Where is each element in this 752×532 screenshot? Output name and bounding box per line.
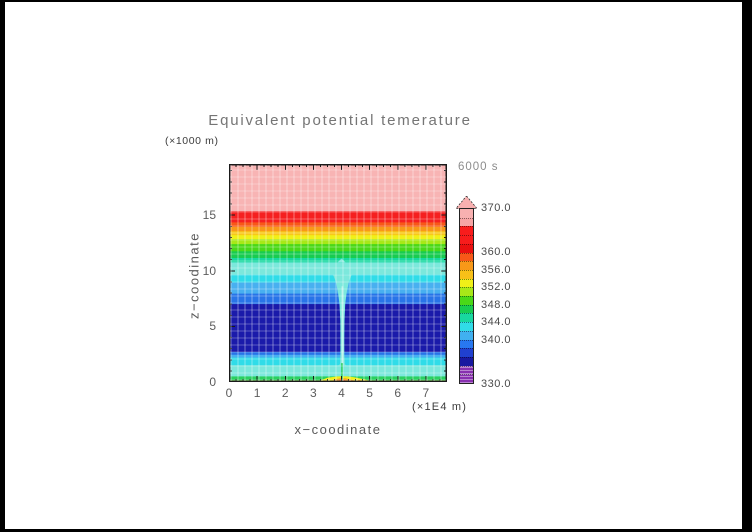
colorbar-tick-label: 370.0 [481,202,512,214]
colorbar-segment [460,296,473,305]
contour-band [229,164,447,212]
y-axis-unit-label: (×1000 m) [165,135,219,147]
colorbar-segment [460,217,473,227]
colorbar-segment [460,356,473,366]
x-tick-label: 5 [366,386,373,400]
frame-border-top [0,0,752,2]
contour-band [229,244,447,252]
frame-border-bottom [0,529,752,532]
x-axis-unit-label: (×1E4 m) [412,401,468,413]
colorbar-tick-label: 356.0 [481,263,512,276]
contour-band [229,357,447,366]
colorbar-segment [460,374,473,384]
colorbar-segment [460,339,473,349]
x-tick-label: 3 [310,386,317,400]
y-tick-label: 0 [209,375,216,389]
colorbar-tick-label: 340.0 [481,334,512,346]
contour-band [229,235,447,240]
contour-band [229,239,447,245]
colorbar-segment [460,322,473,331]
colorbar-segment [460,252,473,262]
frame-border-left [0,0,5,532]
downdraft-inner-contour [341,286,344,366]
y-tick-label: 10 [202,263,216,278]
plot-area [229,164,447,382]
contour-band [229,258,447,263]
contour-band [229,251,447,259]
contour-band [229,365,447,377]
colorbar-segment [460,243,473,253]
contour-band [229,226,447,232]
downdraft-top-bump [337,258,346,263]
contour-band [229,222,447,228]
contour-band [229,293,447,305]
colorbar-segment [460,269,473,279]
x-tick-label: 2 [281,386,289,400]
colorbar-segment [460,304,473,314]
x-tick-label: 7 [422,386,430,400]
y-tick-label: 15 [202,208,216,223]
x-axis-title: x−coodinate [294,422,382,437]
colorbar-segment [460,348,473,357]
colorbar-tick-label: 352.0 [481,281,512,294]
colorbar-overflow-arrow [456,196,477,209]
chart-title: Equivalent potential temerature [208,112,472,129]
colorbar-segment [460,261,473,270]
contour-plot [229,164,447,382]
x-tick-label: 1 [253,386,261,400]
contour-band [229,262,447,276]
colorbar-tick-label: 360.0 [481,246,512,258]
contour-band [229,304,447,353]
colorbar-segment [460,278,473,288]
time-stamp-label: 6000 s [458,161,499,173]
plot-border [229,164,447,382]
x-tick-label: 0 [225,386,233,400]
colorbar [459,208,474,384]
x-tick-label: 4 [338,386,345,400]
y-tick-label: 5 [209,319,216,334]
colorbar-segment [460,365,473,375]
contour-band [229,352,447,356]
contour-band [229,354,447,359]
colorbar-segment [460,313,473,323]
y-axis-title: z−coodinate [186,232,202,319]
contour-band [229,211,447,223]
colorbar-segment [460,226,473,236]
colorbar-tick-label: 348.0 [481,298,512,311]
colorbar-segment [460,235,473,244]
contour-band [229,231,447,236]
frame-border-right [742,0,752,532]
colorbar-tick-label: 330.0 [481,378,512,390]
colorbar-segment [460,287,473,297]
colorbar-segment [460,209,473,218]
x-tick-label: 6 [394,386,402,400]
colorbar-segment [460,330,473,340]
plume-center-line [341,363,343,381]
colorbar-tick-label: 344.0 [481,316,512,329]
